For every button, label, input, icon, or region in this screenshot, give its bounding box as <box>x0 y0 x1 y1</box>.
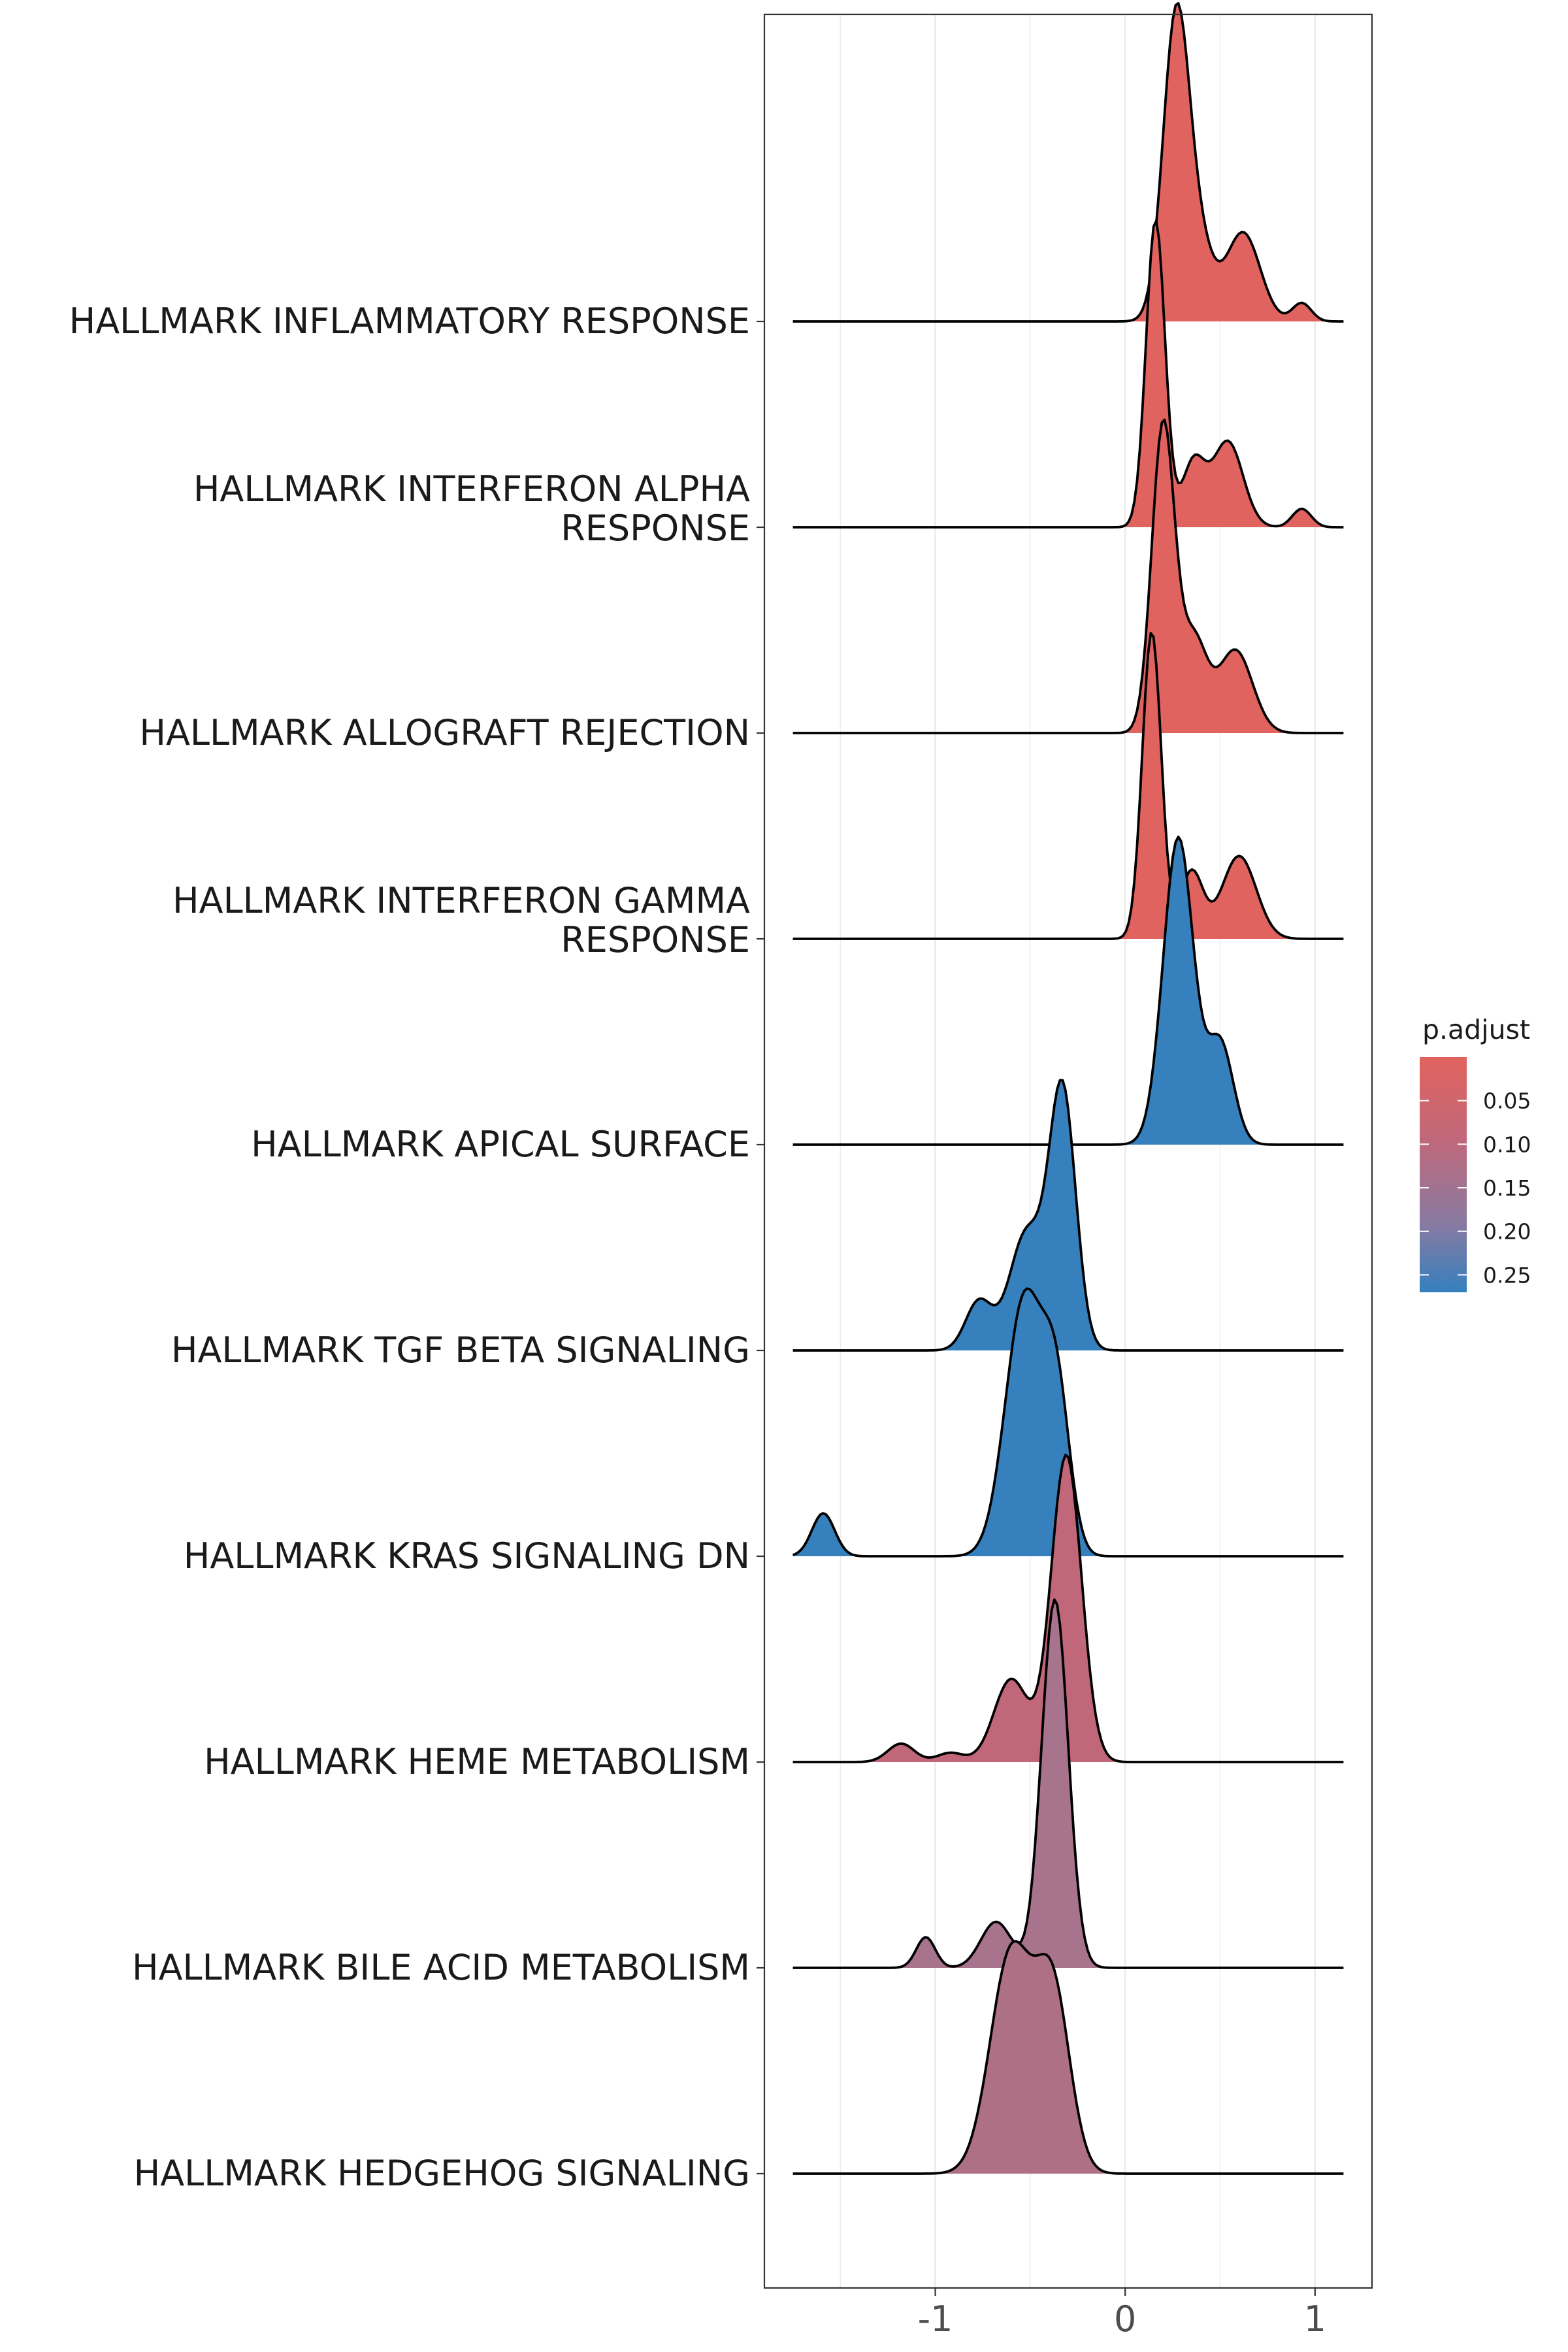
ridge-outline <box>792 418 1344 734</box>
legend-tick-label: 0.10 <box>1483 1132 1531 1157</box>
ridge-outline <box>792 1454 1344 1763</box>
plot-panel-border <box>763 13 1373 2289</box>
y-tick-label: HALLMARK INTERFERON GAMMA <box>172 880 750 921</box>
ridge-outline <box>792 632 1344 940</box>
y-tick-label: RESPONSE <box>561 508 750 549</box>
ridge-5 <box>792 1079 1344 1352</box>
x-tick-label: 0 <box>1114 2298 1136 2340</box>
x-tick-label: 1 <box>1304 2298 1326 2340</box>
y-tick-label: HALLMARK HEDGEHOG SIGNALING <box>134 2153 750 2194</box>
grid-lines <box>840 14 1316 2288</box>
ridge-0 <box>792 2 1344 323</box>
y-tick-label: RESPONSE <box>561 919 750 960</box>
y-tick-label: HALLMARK ALLOGRAFT REJECTION <box>139 712 750 753</box>
y-axis: HALLMARK INFLAMMATORY RESPONSE HALLMARK I… <box>69 301 764 2194</box>
legend-title: p.adjust <box>1422 1014 1530 1045</box>
ridge-8 <box>792 1598 1344 1969</box>
ridge-7 <box>792 1454 1344 1763</box>
ridge-outline <box>792 1079 1344 1352</box>
ridge-2 <box>792 418 1344 734</box>
ridge-outline <box>792 220 1344 529</box>
y-tick-label: HALLMARK KRAS SIGNALING DN <box>184 1535 750 1576</box>
ridge-fill <box>792 836 1344 1145</box>
legend-tick-label: 0.15 <box>1483 1175 1531 1201</box>
density-ridges <box>792 2 1344 2175</box>
x-axis: -1 0 1 <box>918 2288 1326 2340</box>
ridge-fill <box>792 1599 1344 1968</box>
y-tick-label: HALLMARK TGF BETA SIGNALING <box>171 1330 750 1371</box>
ridge-fill <box>792 3 1344 321</box>
legend-tick-label: 0.25 <box>1483 1262 1531 1288</box>
y-tick-label: HALLMARK INFLAMMATORY RESPONSE <box>69 301 750 342</box>
legend-colorbar <box>1420 1057 1467 1292</box>
ridge-3 <box>792 632 1344 940</box>
legend-tick-label: 0.20 <box>1483 1219 1531 1245</box>
ridge-fill <box>792 1941 1344 2174</box>
y-tick-label: HALLMARK APICAL SURFACE <box>251 1124 750 1165</box>
y-tick-label: HALLMARK INTERFERON ALPHA <box>193 468 750 510</box>
legend-tick-label: 0.05 <box>1483 1088 1531 1114</box>
x-tick-label: -1 <box>918 2298 953 2340</box>
legend-ticks: 0.05 0.10 0.15 0.20 0.25 <box>1420 1088 1531 1288</box>
ridge-1 <box>792 220 1344 529</box>
ridge-outline <box>792 2 1344 323</box>
y-tick-label: HALLMARK HEME METABOLISM <box>204 1741 750 1782</box>
ridge-outline <box>792 1598 1344 1969</box>
legend: p.adjust 0.05 0.10 0.15 0.20 0.25 <box>1420 1014 1531 1292</box>
ridge-fill <box>792 1080 1344 1350</box>
ridge-9 <box>792 1940 1344 2175</box>
y-tick-label: HALLMARK BILE ACID METABOLISM <box>132 1947 750 1988</box>
ridge-outline <box>792 1287 1344 1558</box>
ridge-outline <box>792 1940 1344 2175</box>
ridge-fill <box>792 1454 1344 1762</box>
